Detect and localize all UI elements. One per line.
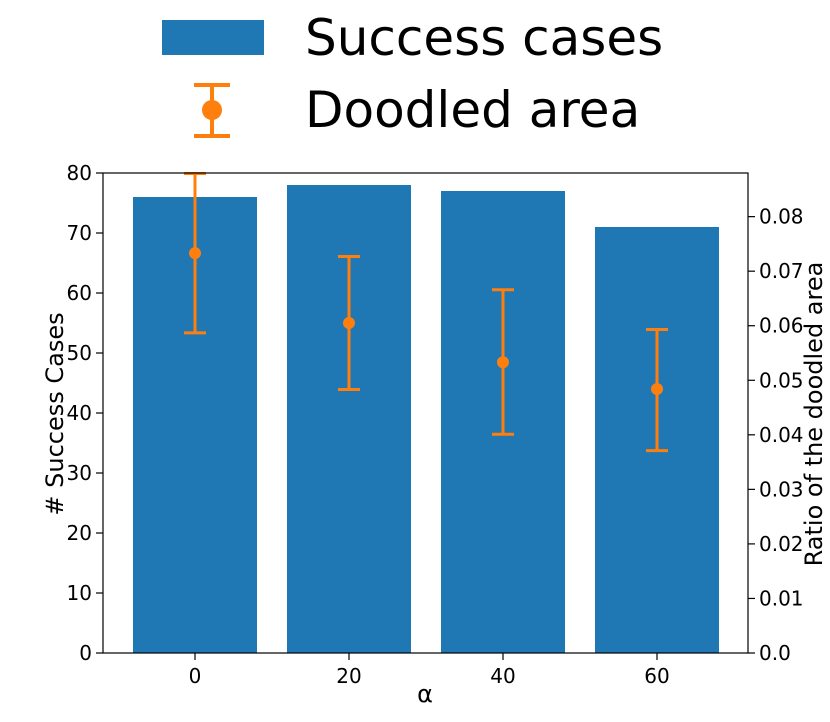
x-tick-label-60: 60 bbox=[644, 664, 669, 688]
y-tick-label-80: 80 bbox=[67, 161, 92, 185]
x-tick-label-0: 0 bbox=[189, 664, 202, 688]
errorbar-40 bbox=[492, 288, 514, 436]
x-axis-label: α bbox=[417, 680, 433, 708]
legend: Success cases Doodled area bbox=[162, 9, 663, 139]
y-axis-label: # Success Cases bbox=[41, 312, 69, 515]
y2-tick-label-0.01: 0.01 bbox=[759, 586, 804, 610]
x-tick-label-40: 40 bbox=[490, 664, 515, 688]
x-tick-label-20: 20 bbox=[336, 664, 361, 688]
y2-tick-label-0.0: 0.0 bbox=[759, 641, 791, 665]
legend-swatch-success-cases bbox=[162, 20, 264, 55]
y-tick-label-10: 10 bbox=[67, 581, 92, 605]
y-tick-label-50: 50 bbox=[67, 341, 92, 365]
y-tick-label-40: 40 bbox=[67, 401, 92, 425]
errorbar-point-0 bbox=[189, 247, 201, 260]
y-tick-label-20: 20 bbox=[67, 521, 92, 545]
y2-tick-label-0.04: 0.04 bbox=[759, 423, 804, 447]
ticks: 0 10 20 30 40 50 60 70 80 0.0 0.01 0.02 0.03 0.04 0.05… bbox=[67, 161, 804, 688]
y2-tick-label-0.05: 0.05 bbox=[759, 368, 804, 392]
legend-label-success-cases: Success cases bbox=[305, 9, 663, 67]
y2-tick-label-0.03: 0.03 bbox=[759, 477, 804, 501]
y-tick-label-30: 30 bbox=[67, 461, 92, 485]
y2-tick-label-0.06: 0.06 bbox=[759, 314, 804, 338]
errorbar-point-40 bbox=[497, 356, 509, 369]
bars bbox=[133, 185, 719, 653]
y2-axis-label: Ratio of the doodled area bbox=[800, 262, 828, 567]
y2-tick-label-0.07: 0.07 bbox=[759, 259, 804, 283]
legend-label-doodled-area: Doodled area bbox=[305, 81, 640, 139]
legend-swatch-doodled-area bbox=[194, 83, 230, 138]
y2-tick-label-0.08: 0.08 bbox=[759, 205, 804, 229]
errorbar-point-20 bbox=[343, 317, 355, 329]
errorbar-20 bbox=[338, 254, 360, 392]
y-tick-label-70: 70 bbox=[67, 221, 92, 245]
errorbars bbox=[184, 172, 668, 453]
y-tick-label-0: 0 bbox=[79, 641, 92, 665]
y-tick-label-60: 60 bbox=[67, 281, 92, 305]
y2-tick-label-0.02: 0.02 bbox=[759, 532, 804, 556]
errorbar-point-60 bbox=[651, 383, 663, 395]
errorbar-60 bbox=[646, 328, 668, 453]
